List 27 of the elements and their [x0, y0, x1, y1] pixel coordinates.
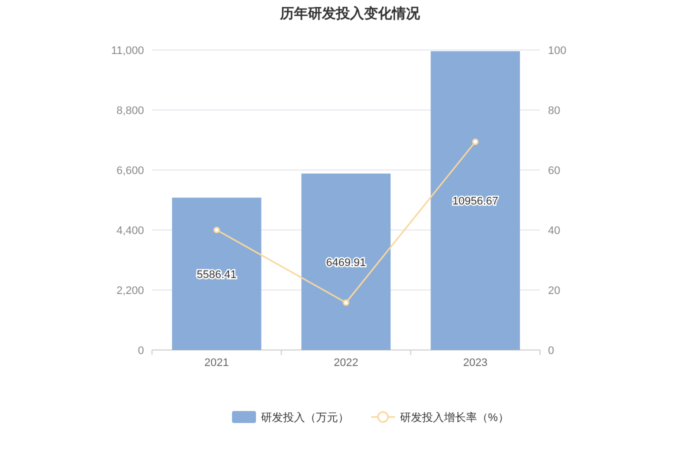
y-tick-label: 6,600	[116, 165, 144, 177]
chart-title: 历年研发投入变化情况	[279, 5, 421, 21]
point	[213, 226, 220, 234]
y-tick-label: 11,000	[111, 45, 144, 57]
y-tick-label: 0	[138, 345, 144, 357]
point	[472, 138, 479, 146]
y2-tick-label: 40	[548, 225, 560, 237]
data-label: 5586.41	[196, 268, 237, 281]
y2-tick-label: 0	[548, 345, 554, 357]
y-tick-label: 2,200	[116, 285, 144, 297]
point	[342, 299, 350, 306]
legend-label: 研发投入（万元）	[261, 411, 349, 424]
y2-tick-label: 60	[548, 165, 560, 177]
x-tick-label: 2022	[334, 357, 358, 369]
x-tick-label: 2023	[463, 357, 488, 369]
bar	[172, 198, 262, 350]
data-label: 6469.91	[326, 256, 366, 269]
y2-tick-label: 100	[548, 45, 566, 57]
bar	[301, 174, 391, 350]
y-tick-label: 4,400	[116, 225, 144, 237]
y2-tick-label: 20	[548, 285, 560, 297]
x-tick-label: 2021	[204, 357, 229, 369]
y-tick-label: 8,800	[116, 105, 144, 117]
data-label: 10956.67	[452, 196, 498, 208]
y2-tick-label: 80	[548, 105, 560, 117]
legend-label: 研发投入增长率（%）	[400, 411, 509, 424]
bar	[430, 51, 520, 350]
